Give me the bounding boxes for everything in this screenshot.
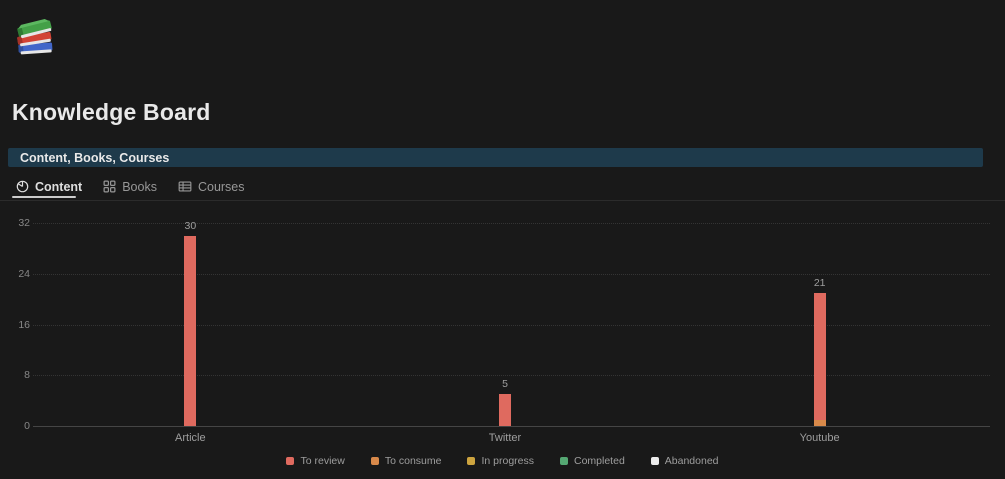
tab-books-label: Books xyxy=(122,179,157,194)
category-label: Twitter xyxy=(488,432,522,444)
tab-courses-label: Courses xyxy=(197,179,245,194)
chart-legend: To review To consume In progress Completed A… xyxy=(0,455,1005,467)
category-label: Article xyxy=(175,432,206,444)
legend-swatch xyxy=(560,457,568,465)
gridline xyxy=(33,273,990,275)
gridline xyxy=(33,223,990,225)
bar-segment[interactable] xyxy=(499,394,511,426)
bar-value-label: 30 xyxy=(184,219,197,232)
legend-label: Completed xyxy=(574,455,625,467)
bar-segment[interactable] xyxy=(813,419,826,426)
grid-icon xyxy=(103,180,116,193)
books-emoji-icon xyxy=(17,18,53,55)
pie-chart-icon xyxy=(16,180,29,193)
legend-swatch xyxy=(467,457,476,465)
x-axis-baseline xyxy=(33,426,990,427)
bar-value-label: 21 xyxy=(813,276,826,289)
table-icon xyxy=(178,181,192,192)
tab-books[interactable]: Books xyxy=(103,180,157,194)
legend-label: Abandoned xyxy=(664,455,719,467)
legend-item: Completed xyxy=(560,455,625,467)
bar-value-label: 5 xyxy=(502,378,508,391)
category-label: Youtube xyxy=(799,432,840,444)
legend-item: To review xyxy=(286,455,345,467)
y-tick-label: 8 xyxy=(24,369,30,382)
callout-text: Content, Books, Courses xyxy=(20,150,170,165)
y-tick-label: 0 xyxy=(24,420,30,432)
legend-swatch xyxy=(370,457,379,465)
legend-label: To review xyxy=(300,455,345,467)
legend-swatch xyxy=(650,457,659,465)
tab-content-label: Content xyxy=(35,179,83,194)
y-tick-label: 24 xyxy=(18,267,30,280)
bar-segment[interactable] xyxy=(813,292,826,420)
callout-header[interactable]: Content, Books, Courses xyxy=(8,148,983,167)
legend-item: In progress xyxy=(467,455,534,467)
legend-item: Abandoned xyxy=(650,455,719,467)
gridline xyxy=(33,375,990,377)
y-tick-label: 16 xyxy=(18,318,30,331)
tab-courses[interactable]: Courses xyxy=(178,180,245,194)
active-tab-underline xyxy=(12,196,76,198)
page-title: Knowledge Board xyxy=(12,99,211,125)
tab-content[interactable]: Content xyxy=(16,180,82,194)
legend-item: To consume xyxy=(370,455,442,467)
view-tabs: Content Books Courses xyxy=(16,176,245,197)
legend-label: In progress xyxy=(481,455,534,467)
gridline xyxy=(33,324,990,326)
legend-label: To consume xyxy=(384,455,442,467)
chart-plot: 0 8 16 24 32 30 Article 5 Twitter 21 Youtube xyxy=(0,202,1005,448)
bar-segment[interactable] xyxy=(184,235,197,426)
legend-swatch xyxy=(286,457,295,465)
y-tick-label: 32 xyxy=(18,217,30,230)
tabs-divider xyxy=(0,200,1005,201)
